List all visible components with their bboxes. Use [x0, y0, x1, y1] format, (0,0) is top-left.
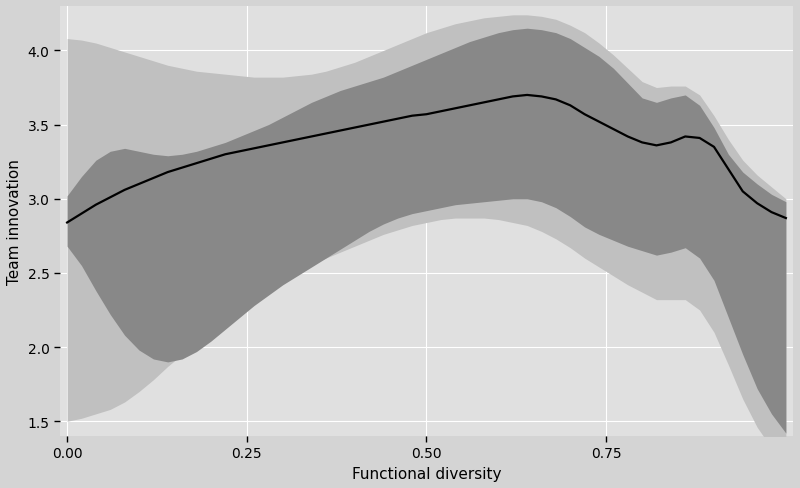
X-axis label: Functional diversity: Functional diversity: [352, 466, 502, 481]
Y-axis label: Team innovation: Team innovation: [7, 159, 22, 285]
